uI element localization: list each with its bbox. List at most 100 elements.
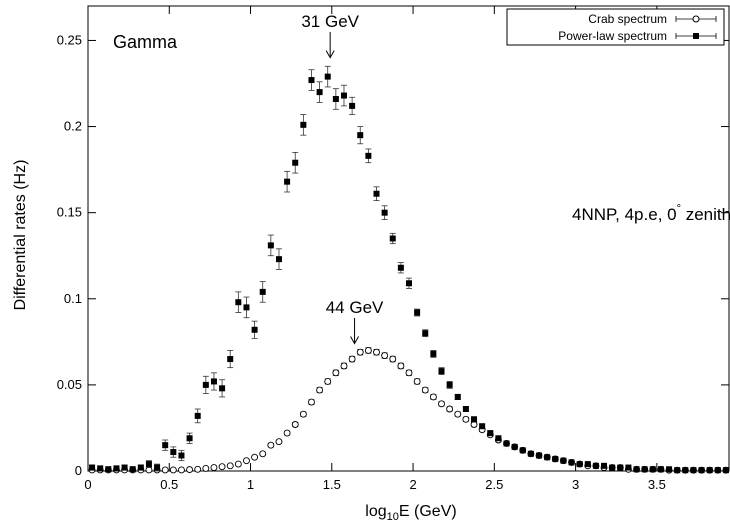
data-point bbox=[511, 443, 518, 450]
data-point bbox=[544, 454, 551, 461]
data-point bbox=[202, 381, 209, 388]
data-point bbox=[422, 330, 429, 337]
conditions-suffix: zenith bbox=[681, 205, 730, 224]
data-point bbox=[592, 462, 599, 469]
x-axis-ticks: 0 0.5 1 1.5 2 2.5 3 3.5 bbox=[84, 6, 666, 492]
data-point bbox=[609, 464, 616, 471]
legend-marker-powerlaw bbox=[693, 33, 699, 39]
data-point bbox=[161, 466, 169, 474]
data-point bbox=[657, 466, 664, 473]
y-tick-label: 0.2 bbox=[64, 119, 82, 134]
data-point bbox=[267, 242, 274, 249]
x-tick-label: 1.5 bbox=[323, 477, 341, 492]
data-point bbox=[633, 466, 640, 473]
data-point bbox=[169, 466, 177, 474]
legend-label-crab: Crab spectrum bbox=[588, 12, 667, 26]
x-tick-label: 0.5 bbox=[160, 477, 178, 492]
data-point bbox=[364, 346, 372, 354]
data-point bbox=[454, 393, 461, 400]
data-point bbox=[495, 435, 502, 442]
y-tick-label: 0.05 bbox=[57, 377, 82, 392]
data-point bbox=[332, 369, 340, 377]
data-point bbox=[584, 461, 591, 468]
data-point bbox=[365, 152, 372, 159]
peak-arrow-head bbox=[350, 336, 359, 345]
data-point bbox=[674, 467, 681, 474]
data-point bbox=[186, 435, 193, 442]
data-point bbox=[284, 178, 291, 185]
x-tick-label: 1 bbox=[247, 477, 254, 492]
data-point bbox=[438, 368, 445, 375]
data-point bbox=[283, 429, 291, 437]
crab-series bbox=[88, 346, 730, 474]
data-point bbox=[145, 461, 152, 468]
data-point bbox=[113, 465, 120, 472]
legend-marker-crab bbox=[692, 15, 700, 23]
data-point bbox=[405, 369, 413, 377]
data-point bbox=[234, 460, 242, 468]
data-point bbox=[218, 463, 226, 471]
y-axis-label: Differential rates (Hz) bbox=[12, 160, 29, 311]
data-point bbox=[251, 453, 259, 461]
data-point bbox=[186, 466, 194, 474]
peak-arrow-head bbox=[325, 50, 335, 59]
data-point bbox=[357, 132, 364, 139]
y-tick-label: 0 bbox=[75, 463, 82, 478]
data-point bbox=[446, 405, 454, 413]
data-point bbox=[308, 398, 315, 406]
data-point bbox=[210, 378, 217, 385]
data-point bbox=[348, 355, 356, 363]
data-point bbox=[275, 256, 282, 263]
data-point bbox=[259, 450, 267, 458]
data-point bbox=[324, 377, 332, 385]
axes bbox=[87, 5, 730, 472]
data-point bbox=[649, 466, 656, 473]
data-point bbox=[552, 455, 559, 462]
data-point bbox=[641, 466, 648, 473]
data-point bbox=[503, 440, 510, 447]
peak-label: 31 GeV bbox=[301, 12, 359, 31]
data-point bbox=[243, 304, 250, 311]
data-point bbox=[129, 466, 136, 473]
data-point bbox=[698, 467, 705, 474]
data-point bbox=[568, 459, 575, 466]
data-point bbox=[690, 467, 697, 474]
y-tick-label: 0.1 bbox=[64, 291, 82, 306]
x-axis-label-rest: E (GeV) bbox=[399, 503, 457, 520]
data-point bbox=[470, 421, 478, 428]
data-point bbox=[397, 362, 405, 370]
data-point bbox=[178, 466, 185, 474]
data-point bbox=[454, 410, 462, 418]
legend-label-powerlaw: Power-law spectrum bbox=[558, 29, 667, 43]
data-point bbox=[487, 430, 494, 437]
data-point bbox=[373, 190, 380, 197]
data-point bbox=[682, 467, 689, 474]
data-point bbox=[194, 465, 202, 473]
degree-symbol: ° bbox=[677, 203, 681, 215]
x-axis-label-subscript: 10 bbox=[387, 511, 399, 521]
data-point bbox=[227, 356, 234, 363]
data-point bbox=[413, 377, 421, 385]
x-axis-label: log10E (GeV) bbox=[365, 503, 456, 521]
y-tick-label: 0.15 bbox=[57, 205, 82, 220]
data-point bbox=[373, 348, 380, 356]
x-tick-label: 3 bbox=[572, 477, 579, 492]
data-point bbox=[324, 73, 331, 80]
data-point bbox=[414, 309, 421, 316]
x-axis-label-main: log bbox=[365, 503, 386, 520]
gamma-label: Gamma bbox=[113, 32, 178, 52]
data-point bbox=[340, 362, 348, 370]
data-point bbox=[421, 386, 429, 394]
data-point bbox=[560, 457, 567, 464]
data-point bbox=[340, 92, 347, 99]
data-point bbox=[259, 288, 266, 295]
data-point bbox=[308, 77, 315, 84]
data-point bbox=[332, 96, 339, 102]
data-point bbox=[226, 462, 234, 470]
data-point bbox=[251, 326, 258, 333]
data-point bbox=[178, 452, 185, 459]
data-point bbox=[235, 299, 242, 306]
data-point bbox=[316, 386, 324, 394]
x-tick-label: 3.5 bbox=[648, 477, 666, 492]
data-point bbox=[406, 280, 412, 287]
